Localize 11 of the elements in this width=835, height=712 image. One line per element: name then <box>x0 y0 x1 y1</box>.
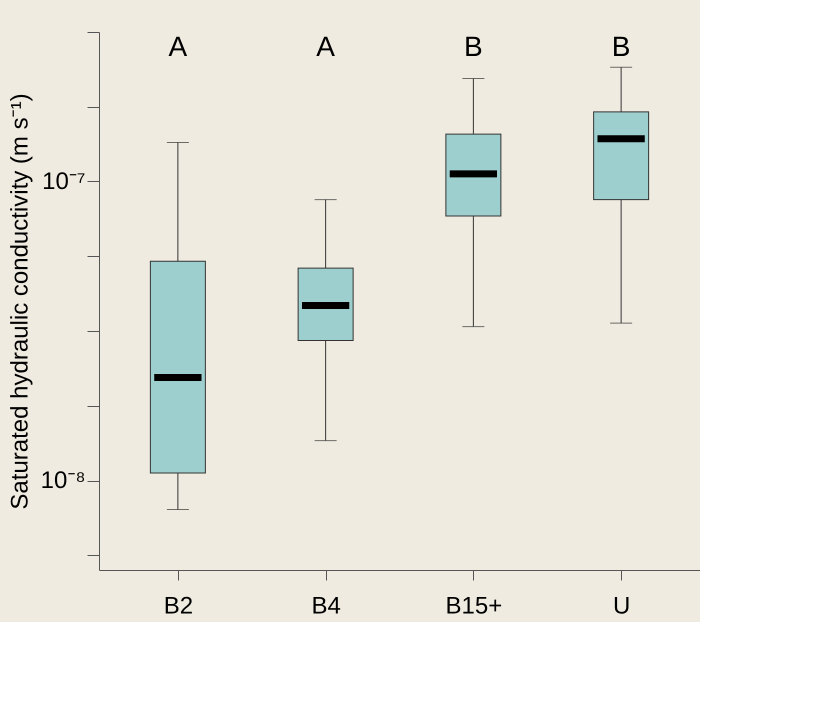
y-tick-label: 10⁻⁷ <box>42 168 86 195</box>
annotation: A <box>168 31 188 62</box>
x-tick-label: B4 <box>311 592 341 620</box>
annotation: A <box>316 31 336 62</box>
annotation: B <box>464 31 483 62</box>
x-tick-label: U <box>612 592 630 620</box>
x-tick-label: B2 <box>164 592 194 620</box>
y-tick-label: 10⁻⁸ <box>40 467 86 494</box>
annotation: B <box>612 31 630 62</box>
x-tick-label: B15+ <box>446 592 502 620</box>
y-axis-title: Saturated hydraulic conductivity (m s⁻¹) <box>6 93 34 510</box>
